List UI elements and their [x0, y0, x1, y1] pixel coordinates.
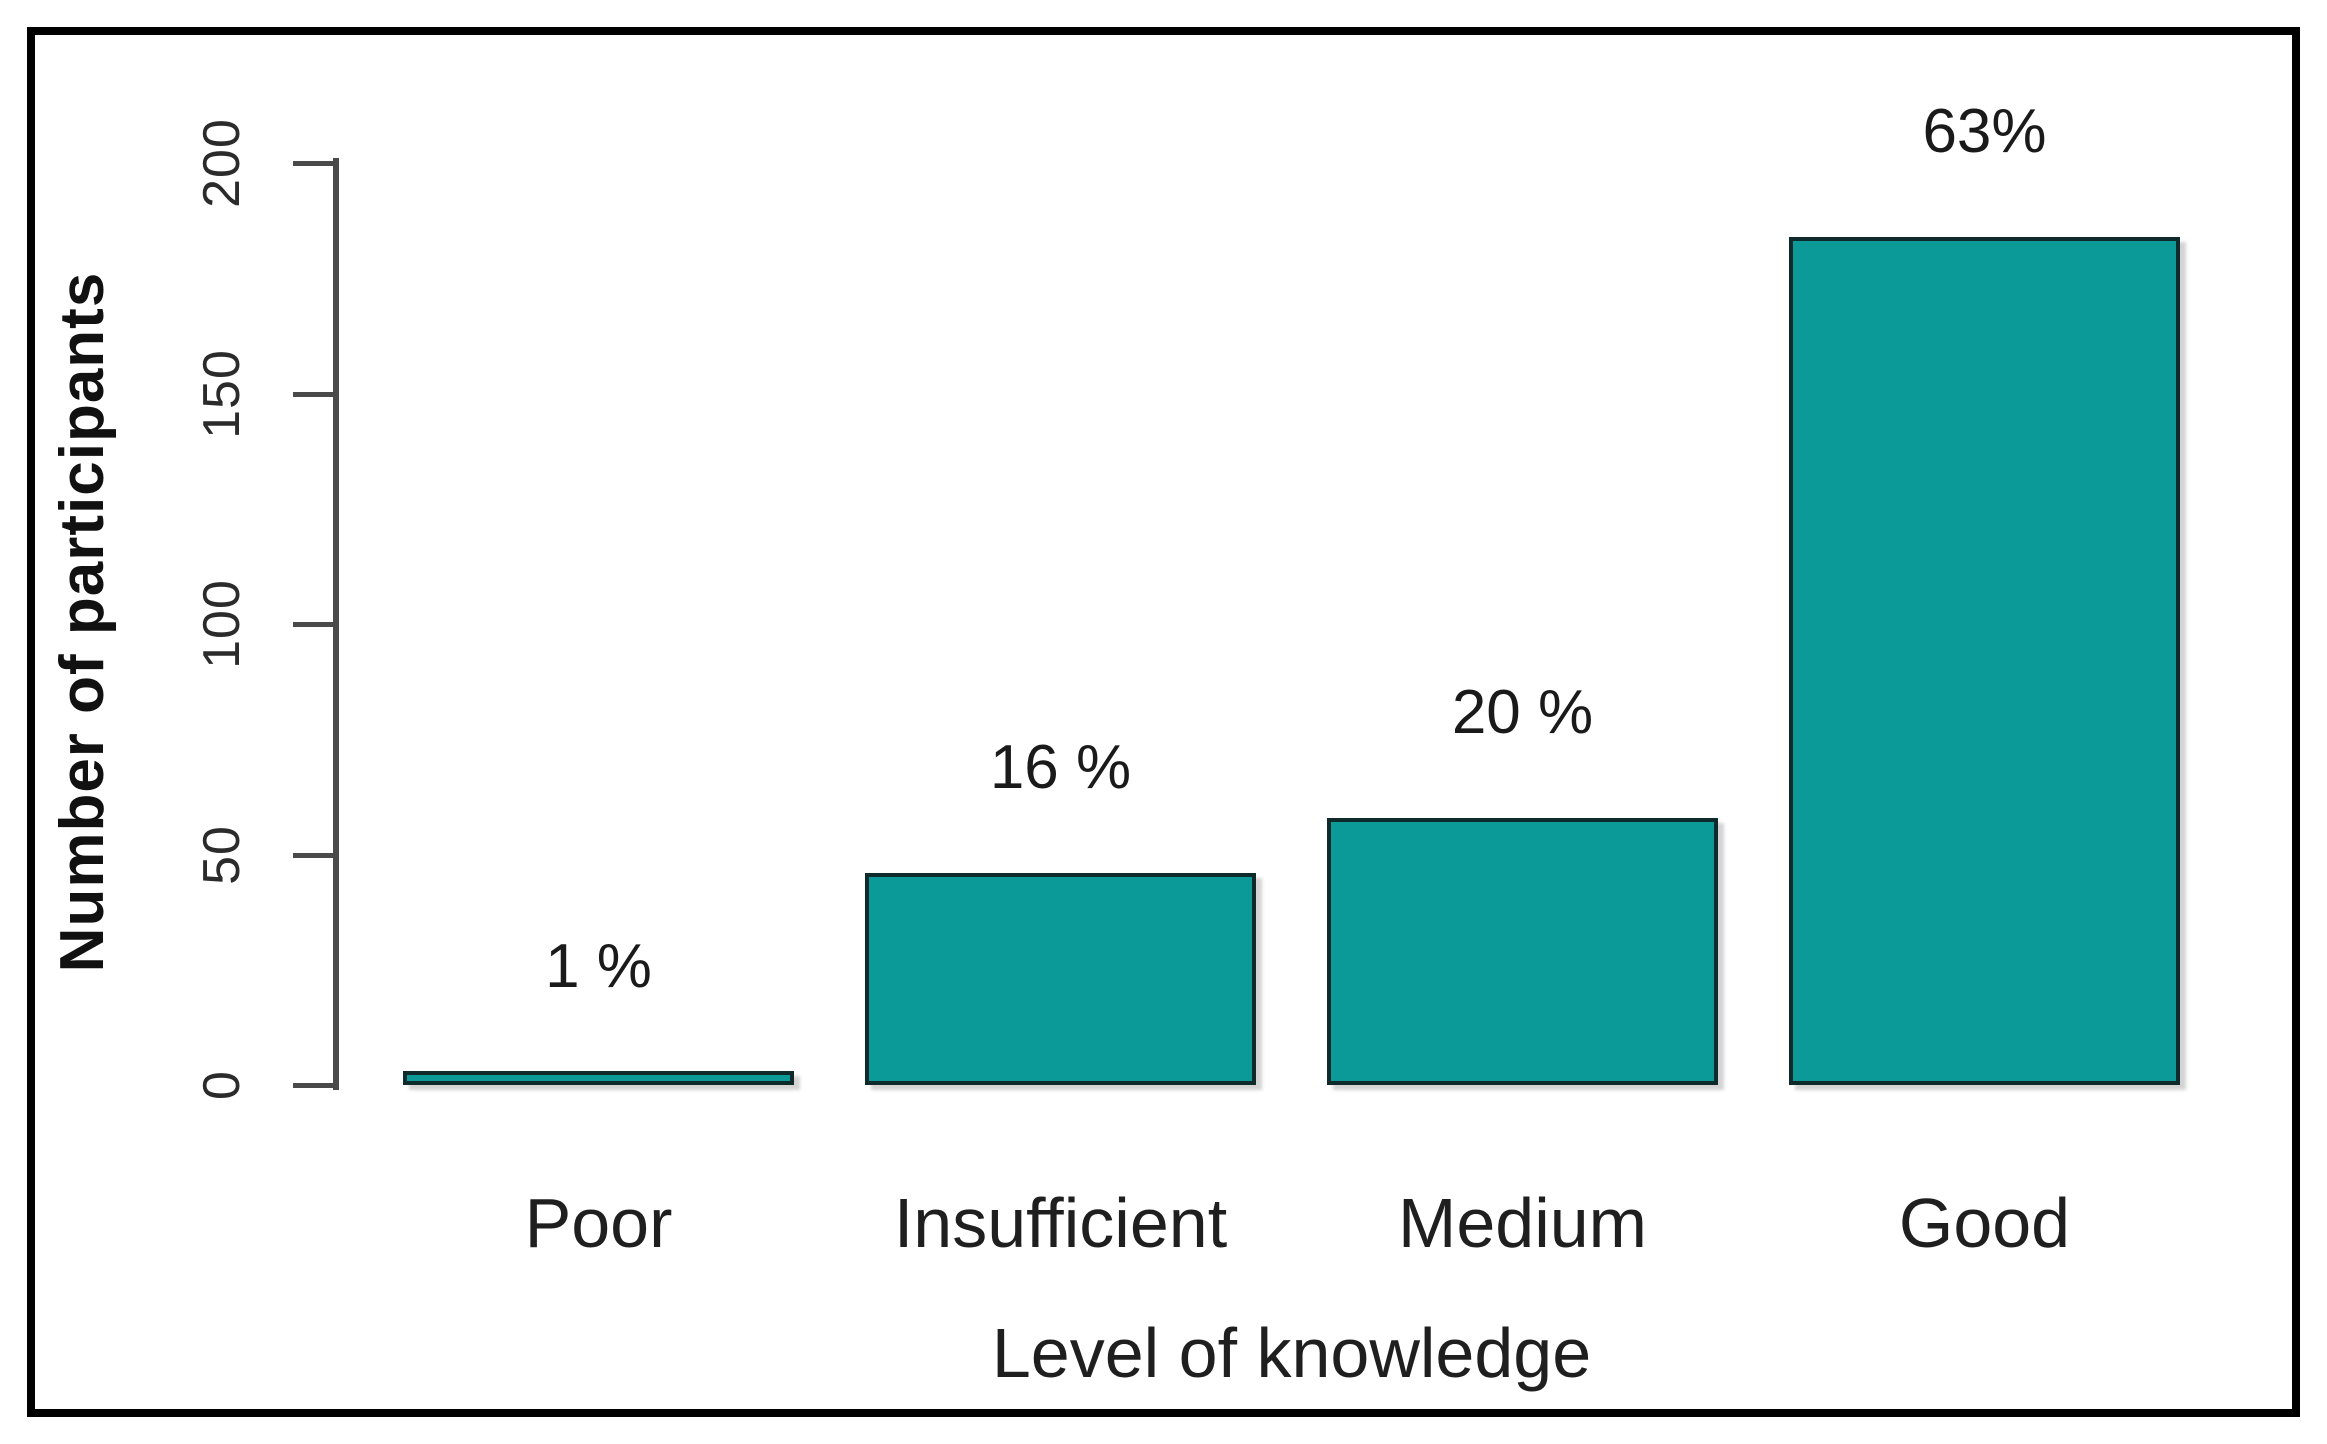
y-axis-title: Number of participants: [47, 271, 117, 973]
bar-good: [1789, 236, 2180, 1085]
bar-value-label-medium: 20 %: [1451, 678, 1594, 748]
y-tick-label-0: 0: [193, 1070, 251, 1100]
category-label-poor: Poor: [524, 1184, 673, 1262]
bar-value-label-good: 63%: [1922, 97, 2047, 167]
bar-value-label-poor: 1 %: [545, 931, 652, 1001]
y-tick-0: [293, 1083, 337, 1088]
y-tick-label-100: 100: [193, 579, 251, 669]
bar-poor: [403, 1071, 794, 1085]
bar-medium: [1327, 817, 1718, 1085]
x-axis-title: Level of knowledge: [991, 1314, 1592, 1392]
y-tick-200: [293, 161, 337, 166]
y-tick-label-200: 200: [193, 118, 251, 208]
category-label-medium: Medium: [1398, 1184, 1647, 1262]
bar-insufficient: [865, 872, 1256, 1085]
y-tick-label-150: 150: [193, 348, 251, 439]
category-label-insufficient: Insufficient: [893, 1184, 1228, 1262]
y-tick-label-50: 50: [193, 824, 251, 885]
y-tick-50: [293, 852, 337, 858]
bar-value-label-insufficient: 16 %: [989, 733, 1132, 803]
y-tick-100: [293, 622, 337, 627]
y-tick-150: [293, 391, 337, 397]
category-label-good: Good: [1898, 1184, 2071, 1262]
